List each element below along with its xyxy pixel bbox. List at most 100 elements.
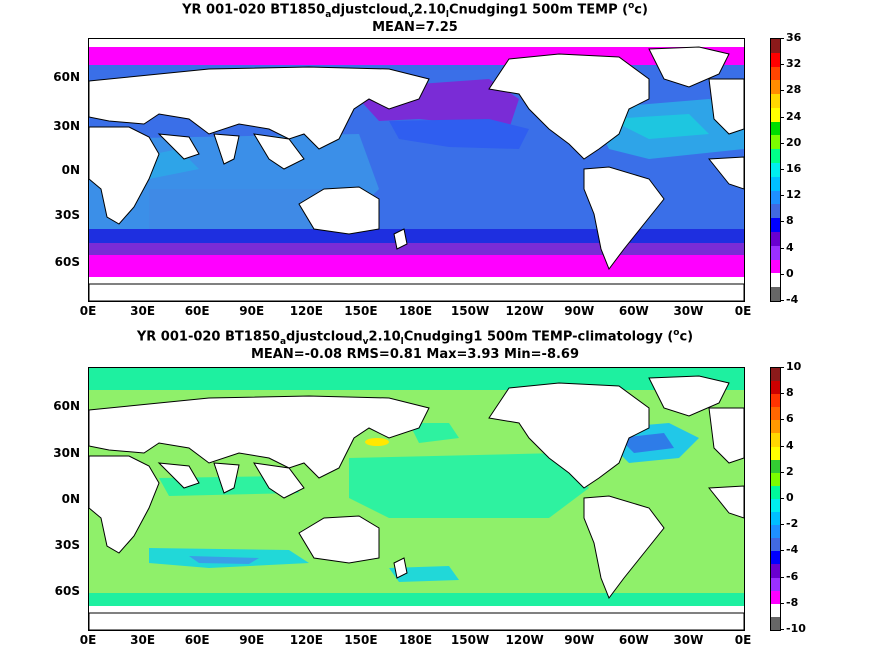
colorbar-tick-label: 32 — [786, 57, 802, 71]
colorbar-swatch — [771, 368, 780, 382]
colorbar-tick-label: -10 — [786, 622, 806, 635]
colorbar-swatch — [771, 381, 780, 395]
panel1-stats: MEAN=7.25 — [372, 20, 458, 35]
colorbar-swatch — [771, 446, 780, 460]
colorbar-swatch — [771, 616, 780, 630]
colorbar-tick — [780, 550, 784, 552]
colorbar-swatch — [771, 394, 780, 408]
colorbar-tick — [780, 221, 784, 223]
colorbar-tick-label: 12 — [786, 188, 802, 202]
map1-lon-label: 0E — [734, 304, 752, 318]
panel2-title: YR 001-020 BT1850adjustcloudv2.10lCnudgi… — [136, 328, 694, 347]
colorbar-swatch — [771, 39, 780, 53]
colorbar-swatch — [771, 121, 780, 136]
map2-lon-label: 60E — [184, 633, 210, 647]
map1-lon-label: 120W — [505, 304, 544, 318]
colorbar-swatch — [771, 512, 780, 526]
colorbar-tick-label: 8 — [786, 386, 794, 400]
lat-label-30s: 30S — [54, 208, 80, 222]
colorbar-swatch — [771, 135, 780, 150]
colorbar-swatch — [771, 538, 780, 552]
map2-lon-label: 180E — [398, 633, 433, 647]
colorbar-tick — [780, 273, 784, 275]
colorbar-swatch — [771, 590, 780, 604]
anomaly-map-svg — [89, 368, 744, 630]
map2-lon-label: 150W — [450, 633, 490, 647]
colorbar-swatch — [771, 176, 780, 191]
map2-lon-label: 0E — [734, 633, 752, 647]
colorbar-tick — [780, 393, 784, 395]
colorbar-tick — [780, 367, 784, 368]
colorbar-tick-label: 10 — [786, 360, 802, 373]
colorbar-tick — [780, 38, 784, 39]
colorbar-temp — [770, 38, 781, 302]
colorbar-tick-label: 28 — [786, 83, 802, 97]
colorbar-tick — [780, 247, 784, 249]
map2-lon-label: 90W — [564, 633, 595, 647]
colorbar-swatch — [771, 577, 780, 591]
colorbar-tick — [780, 498, 784, 499]
lat-label-60s: 60S — [54, 255, 80, 269]
colorbar-tick — [780, 300, 784, 301]
colorbar-tick-label: 36 — [786, 31, 802, 44]
lat-label-0n-2: 0N — [61, 492, 80, 506]
map2-lon-label: 60W — [618, 633, 649, 647]
colorbar-swatch — [771, 94, 780, 108]
colorbar-tick — [780, 629, 784, 630]
colorbar-tick-label: 24 — [786, 109, 802, 123]
colorbar-swatch — [771, 407, 780, 421]
lat-label-60n: 60N — [53, 70, 80, 84]
map2-lon-label: 30E — [130, 633, 156, 647]
colorbar-tick-label: 16 — [786, 162, 802, 175]
colorbar-tick-label: -8 — [786, 595, 799, 609]
colorbar-tick — [780, 64, 784, 66]
colorbar-tick-label: -6 — [786, 569, 799, 583]
map2-lon-label: 120E — [289, 633, 323, 647]
colorbar-tick-label: 0 — [786, 266, 794, 280]
colorbar-swatch — [771, 231, 780, 246]
colorbar-tick — [780, 419, 784, 421]
map1-lon-label: 150W — [450, 304, 490, 318]
colorbar-tick-label: 6 — [786, 412, 794, 426]
colorbar-tick-label: -4 — [786, 543, 799, 557]
colorbar-swatch — [771, 107, 780, 122]
lat-label-0n: 0N — [61, 163, 80, 177]
colorbar-swatch — [771, 80, 780, 95]
colorbar-tick — [780, 576, 784, 578]
colorbar-tick-label: 0 — [786, 491, 794, 504]
colorbar-tick — [780, 602, 784, 604]
colorbar-swatch — [771, 564, 780, 578]
colorbar-swatch — [771, 459, 780, 473]
colorbar-tick-label: 8 — [786, 214, 794, 228]
colorbar-swatch — [771, 163, 780, 177]
lat-label-60n-2: 60N — [53, 399, 80, 413]
map1-lon-label: 60E — [184, 304, 210, 318]
colorbar-anomaly — [770, 367, 781, 631]
map2-lon-label: 120W — [505, 633, 544, 647]
colorbar-swatch — [771, 551, 780, 565]
map1-lon-label: 90W — [564, 304, 595, 318]
colorbar-swatch — [771, 273, 780, 288]
colorbar-tick-label: 2 — [786, 464, 794, 478]
colorbar-swatch — [771, 420, 780, 434]
colorbar-swatch — [771, 472, 780, 486]
colorbar-tick — [780, 524, 784, 526]
colorbar-swatch — [771, 66, 780, 81]
colorbar-swatch — [771, 190, 780, 205]
colorbar-swatch — [771, 498, 780, 513]
map2-lon-label: 90E — [239, 633, 265, 647]
map2-lon-label: 0E — [79, 633, 97, 647]
map1-lon-label: 150E — [344, 304, 378, 318]
colorbar-tick-label: 4 — [786, 240, 794, 254]
colorbar-swatch — [771, 52, 780, 67]
panel2-stats: MEAN=-0.08 RMS=0.81 Max=3.93 Min=-8.69 — [250, 347, 580, 362]
colorbar-swatch — [771, 525, 780, 539]
colorbar-tick — [780, 90, 784, 92]
map1-lon-label: 90E — [239, 304, 265, 318]
colorbar-swatch — [771, 287, 780, 301]
colorbar-swatch — [771, 245, 780, 260]
colorbar-swatch — [771, 433, 780, 447]
colorbar-tick-label: -4 — [786, 293, 799, 306]
colorbar-tick — [780, 142, 784, 144]
lat-label-30n-2: 30N — [53, 446, 80, 460]
